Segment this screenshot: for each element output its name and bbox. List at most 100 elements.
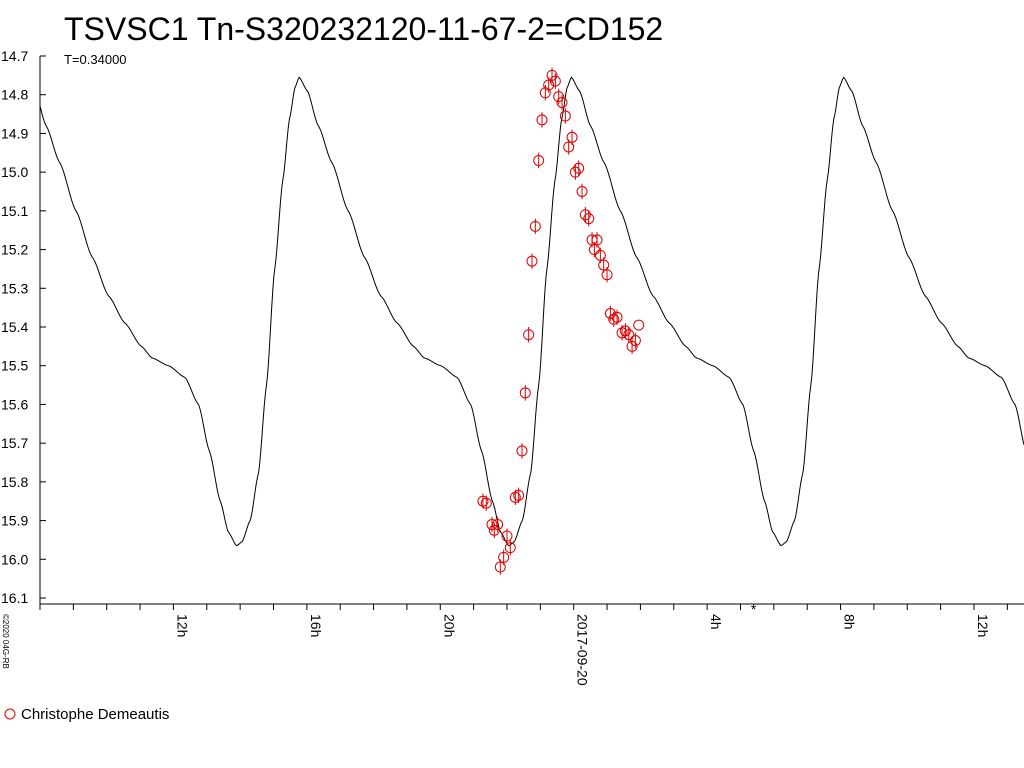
observation-marker: [543, 79, 555, 91]
observation-marker: [583, 213, 595, 225]
observation-point: [633, 319, 645, 331]
observation-point: [488, 522, 500, 538]
observation-point: [556, 94, 568, 111]
observation-point: [480, 495, 492, 511]
observation-point: [629, 332, 641, 349]
observation-marker: [536, 114, 548, 126]
observation-marker: [529, 220, 541, 232]
observation-marker: [546, 69, 558, 81]
y-tick-label: 15.9: [1, 513, 28, 529]
y-tick-label: 15.0: [1, 164, 28, 180]
x-tick-label: 12h: [174, 614, 190, 637]
observation-marker: [626, 340, 638, 352]
observation-marker: [579, 209, 591, 221]
observation-marker: [519, 387, 531, 399]
y-tick-label: 14.9: [1, 125, 28, 141]
observation-point: [546, 67, 558, 84]
observation-point: [576, 183, 588, 200]
y-tick-label: 14.8: [1, 87, 28, 103]
observation-point: [494, 559, 506, 575]
observation-marker: [569, 166, 581, 178]
observation-point: [611, 309, 623, 326]
observation-point: [594, 247, 606, 264]
observation-point: [536, 112, 548, 128]
copyright-text: ©2020 04G-RB: [1, 614, 10, 669]
observation-marker: [480, 497, 492, 509]
observation-point: [513, 487, 525, 504]
observation-point: [563, 139, 575, 155]
observation-marker: [556, 96, 568, 108]
observation-marker: [516, 445, 528, 457]
y-tick-label: 15.3: [1, 280, 28, 296]
observation-point: [604, 305, 616, 322]
y-tick-label: 16.1: [1, 590, 28, 606]
observation-points: [477, 67, 645, 575]
observation-marker: [591, 234, 603, 246]
observation-marker: [566, 131, 578, 143]
observation-point: [543, 77, 555, 93]
observation-marker: [629, 335, 641, 347]
observation-point: [486, 516, 498, 533]
observation-marker: [513, 489, 525, 501]
chart-title: TSVSC1 Tn-S320232120-11-67-2=CD152: [64, 11, 663, 47]
observation-point: [519, 385, 531, 401]
y-tick-label: 14.7: [1, 48, 28, 64]
observation-marker: [553, 91, 565, 103]
observation-marker: [492, 518, 504, 530]
observation-point: [559, 108, 571, 124]
observation-point: [573, 160, 585, 177]
y-tick-label: 15.8: [1, 474, 28, 490]
observation-point: [523, 327, 535, 343]
observation-point: [516, 443, 528, 459]
observation-point: [539, 85, 551, 101]
observation-marker: [523, 329, 535, 341]
observation-marker: [623, 329, 635, 341]
observation-marker: [611, 311, 623, 323]
observation-point: [553, 88, 565, 105]
y-tick-label: 15.4: [1, 319, 28, 335]
y-tick-label: 16.0: [1, 551, 28, 567]
x-tick-label: 8h: [842, 614, 858, 630]
legend: Christophe Demeautis: [4, 706, 169, 723]
observation-marker: [576, 186, 588, 197]
observation-marker: [604, 307, 616, 319]
x-tick-label: 4h: [708, 614, 724, 630]
x-tick-label: 12h: [975, 614, 991, 637]
x-tick-label: 20h: [441, 614, 457, 637]
observation-point: [501, 528, 513, 544]
chart-subtitle: T=0.34000: [64, 52, 127, 67]
observation-point: [598, 257, 610, 273]
y-tick-label: 15.6: [1, 396, 28, 412]
observation-marker: [504, 542, 516, 554]
x-tick-label: 2017-09-20: [575, 614, 591, 686]
observation-point: [626, 338, 638, 355]
observation-point: [583, 210, 595, 227]
x-tick-label: 16h: [308, 614, 324, 637]
observation-marker: [549, 75, 561, 87]
observation-point: [533, 152, 545, 169]
observation-point: [529, 218, 541, 235]
y-axis-ticks: 14.7 14.8 14.9 15.0 15.1 15.2 15.3 15.4 15.5 15.6…: [1, 48, 46, 606]
observation-point: [504, 539, 516, 556]
legend-circle-marker-icon: [4, 708, 16, 720]
observation-marker: [488, 524, 500, 536]
observation-point: [591, 232, 603, 248]
y-tick-label: 15.7: [1, 435, 28, 451]
observation-marker: [563, 141, 575, 153]
observation-marker: [501, 530, 513, 542]
observation-marker: [526, 255, 538, 267]
y-tick-label: 15.2: [1, 242, 28, 258]
observation-point: [498, 549, 510, 566]
observation-marker: [633, 319, 645, 331]
observation-point: [549, 73, 561, 89]
x-axis-ticks: 12h 16h 20h 2017-09-20 4h 8h 12h *: [39, 601, 1008, 686]
observation-marker: [619, 325, 631, 337]
observation-point: [492, 516, 504, 533]
observation-marker: [601, 269, 613, 281]
x-axis-marker: *: [751, 601, 757, 617]
observation-point: [601, 266, 613, 283]
observation-marker: [533, 155, 545, 167]
observation-marker: [594, 249, 606, 261]
observation-marker: [539, 87, 551, 99]
